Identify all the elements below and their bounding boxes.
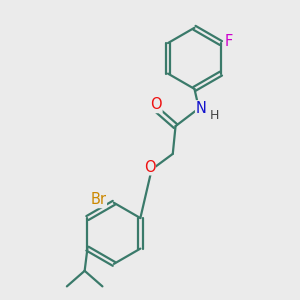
Text: O: O: [144, 160, 155, 175]
Text: H: H: [210, 109, 219, 122]
Text: N: N: [196, 101, 206, 116]
Text: F: F: [225, 34, 233, 49]
Text: Br: Br: [90, 193, 106, 208]
Text: O: O: [150, 98, 162, 112]
